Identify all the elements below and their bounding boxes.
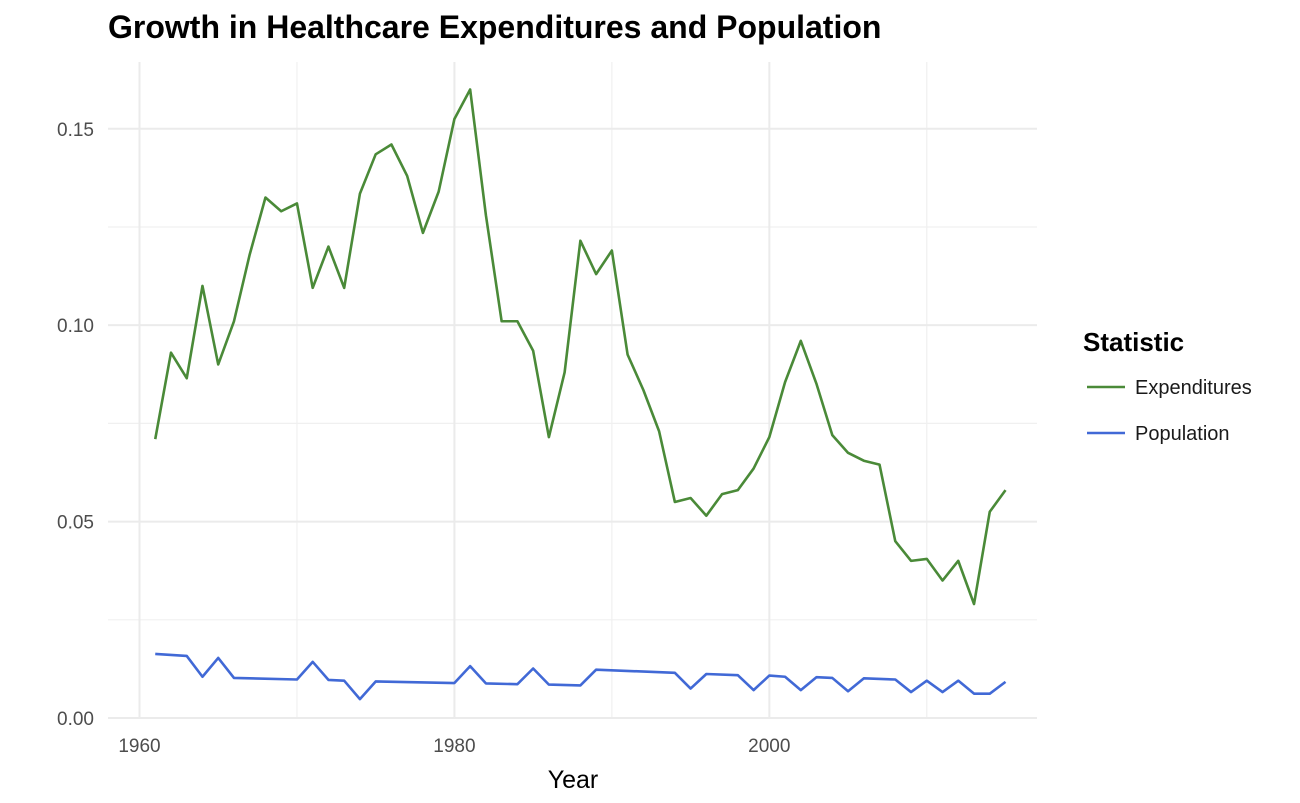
major-gridlines <box>108 62 1037 719</box>
x-axis-title: Year <box>548 766 599 794</box>
series-line-population <box>155 652 1007 701</box>
y-tick-label: 0.05 <box>57 513 94 534</box>
y-tick-label: 0.00 <box>57 709 94 730</box>
data-lines <box>153 88 1007 701</box>
legend-label-expenditures: Expenditures <box>1135 377 1252 399</box>
x-tick-label: 1960 <box>118 736 160 757</box>
minor-gridlines <box>108 62 1037 718</box>
x-tick-label: 2000 <box>748 736 790 757</box>
x-axis-tick-labels: 1960 1980 2000 <box>118 736 790 757</box>
y-tick-label: 0.15 <box>57 120 94 141</box>
legend: Statistic Expenditures Population <box>1083 327 1252 445</box>
x-tick-label: 1980 <box>433 736 475 757</box>
chart-title: Growth in Healthcare Expenditures and Po… <box>108 9 881 45</box>
y-axis-tick-labels: 0.00 0.05 0.10 0.15 <box>57 120 94 730</box>
y-tick-label: 0.10 <box>57 316 94 337</box>
series-line-expenditures <box>153 88 1007 606</box>
legend-title: Statistic <box>1083 327 1184 357</box>
legend-label-population: Population <box>1135 423 1230 445</box>
